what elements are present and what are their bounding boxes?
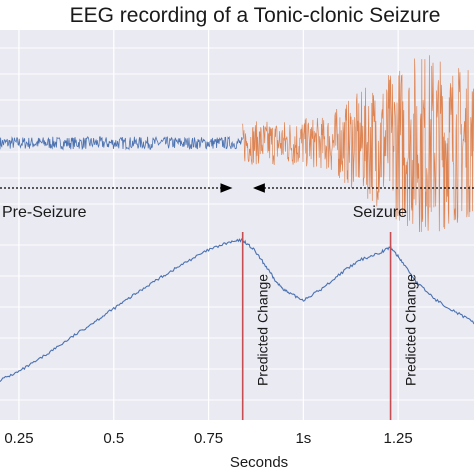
eeg-panel-grid [0, 30, 474, 239]
x-tick-label: 1.25 [384, 430, 413, 447]
chart-title: EEG recording of a Tonic-clonic Seizure [70, 4, 441, 27]
prediction-panel-background [0, 232, 474, 420]
predicted-change-label: Predicted Change [403, 274, 419, 386]
eeg-signal-panel: Pre-Seizure Seizure [0, 30, 474, 239]
x-axis-ticks: 0.25 0.5 0.75 1s 1.25 [4, 430, 412, 447]
x-axis-label: Seconds [230, 454, 288, 471]
pre-seizure-label: Pre-Seizure [2, 204, 87, 221]
x-tick-label: 0.5 [103, 430, 124, 447]
x-tick-label: 0.75 [194, 430, 223, 447]
eeg-signal [0, 55, 474, 236]
x-tick-label: 0.25 [4, 430, 33, 447]
predicted-change-lines: Predicted Change Predicted Change [241, 232, 419, 420]
prediction-panel-grid [0, 232, 474, 420]
prediction-panel: Predicted Change Predicted Change [0, 232, 474, 420]
x-tick-label: 1s [295, 430, 311, 447]
eeg-annotations: Pre-Seizure Seizure [0, 183, 474, 221]
prediction-series [0, 238, 474, 382]
pre-seizure-signal [0, 135, 243, 151]
seizure-label: Seizure [353, 204, 407, 221]
seizure-signal [242, 55, 474, 236]
predicted-change-label: Predicted Change [255, 274, 271, 386]
score-line [0, 238, 474, 382]
